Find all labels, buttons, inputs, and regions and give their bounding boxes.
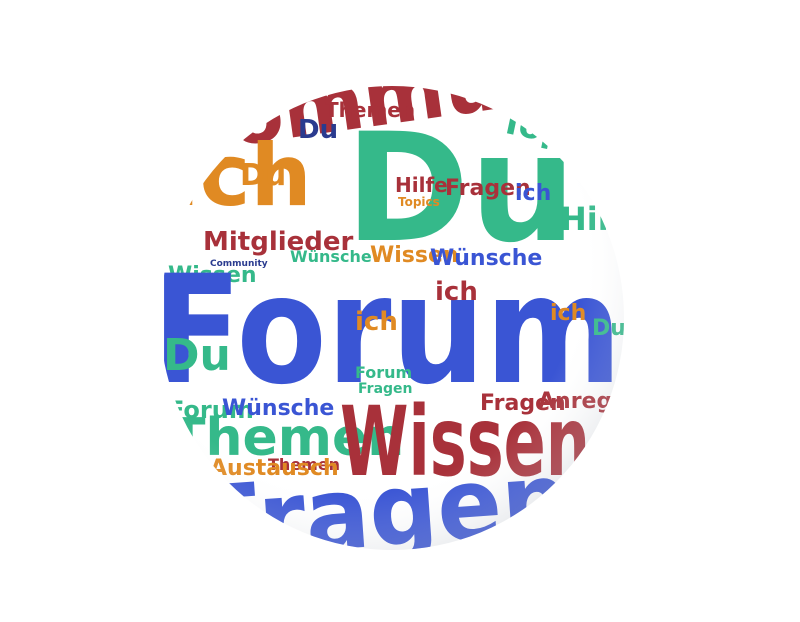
sphere-shading bbox=[160, 86, 624, 550]
